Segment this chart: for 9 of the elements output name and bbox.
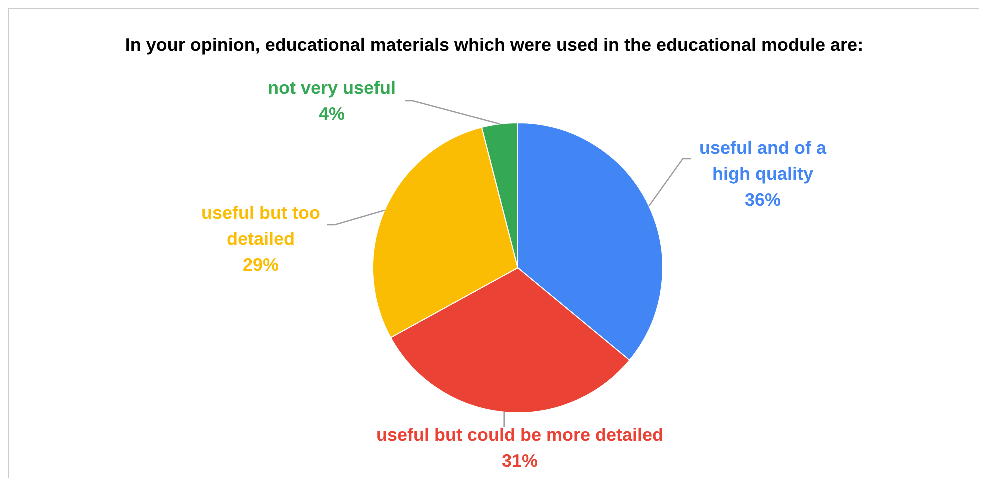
data-label: 36%	[744, 190, 782, 210]
slice-label: not very useful	[268, 78, 396, 98]
slice-label: useful but too detailed	[202, 203, 320, 249]
chart-title: In your opinion, educational materials which were used in the educational module are:	[124, 35, 865, 56]
data-label: 4%	[318, 104, 346, 124]
slice-label: useful but could be more detailed	[376, 425, 664, 445]
data-label: 29%	[242, 255, 280, 275]
slice-label: useful and of a high quality	[699, 138, 828, 184]
data-label: 31%	[502, 451, 538, 471]
